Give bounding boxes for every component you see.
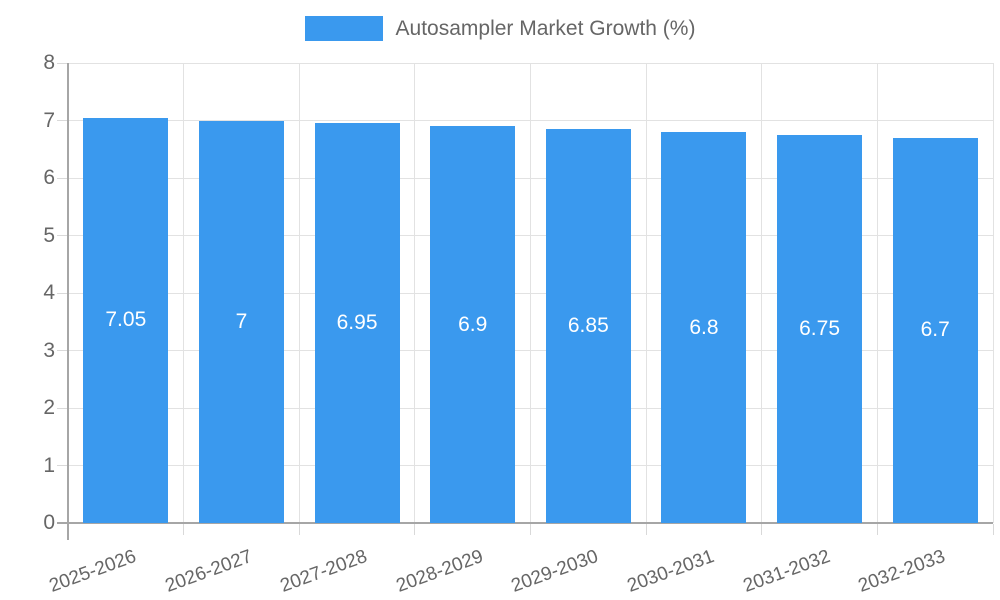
y-axis-label: 5: [43, 223, 55, 247]
v-gridline: [645, 63, 647, 523]
v-gridline: [992, 63, 994, 523]
x-tick-mark: [414, 524, 416, 535]
bar-value-label: 7: [235, 309, 248, 333]
x-axis-label: 2031-2032: [740, 546, 833, 597]
x-tick-mark: [298, 524, 300, 535]
x-axis-label: 2029-2030: [508, 546, 602, 597]
y-axis-label: 3: [43, 338, 55, 362]
y-tick-mark: [57, 407, 68, 409]
x-axis-label: 2028-2029: [393, 546, 486, 597]
bar[interactable]: [892, 137, 978, 523]
y-axis-label: 4: [43, 281, 55, 304]
x-tick-mark: [876, 524, 878, 535]
bar-value-label: 6.95: [336, 311, 378, 335]
v-gridline: [183, 63, 185, 523]
x-tick-mark: [530, 524, 531, 535]
x-tick-mark: [183, 524, 185, 535]
x-tick-mark: [992, 524, 994, 535]
y-axis-label: 1: [43, 453, 55, 477]
legend-label: Autosampler Market Growth (%): [395, 16, 696, 40]
y-axis-label: 2: [43, 396, 55, 419]
y-axis-label: 6: [43, 166, 55, 189]
y-tick-mark: [57, 292, 68, 294]
v-gridline: [298, 63, 300, 523]
y-tick-mark: [57, 350, 68, 351]
bar[interactable]: [545, 129, 631, 523]
x-tick-mark: [761, 524, 763, 535]
x-tick-mark: [645, 524, 647, 535]
y-axis-label: 7: [43, 108, 55, 132]
bar[interactable]: [314, 123, 400, 523]
bar-value-label: 6.7: [920, 318, 950, 342]
x-axis-label: 2026-2027: [162, 546, 255, 597]
v-gridline: [530, 63, 531, 523]
bar[interactable]: [430, 126, 516, 523]
y-tick-mark: [57, 235, 68, 236]
bar[interactable]: [777, 134, 863, 523]
bar[interactable]: [83, 117, 169, 523]
bar[interactable]: [198, 120, 284, 523]
x-axis-line: [57, 522, 993, 524]
y-tick-mark: [57, 177, 68, 179]
y-tick-mark: [57, 62, 68, 64]
y-tick-mark: [57, 120, 68, 121]
v-gridline: [761, 63, 763, 523]
x-axis-label: 2032-2033: [855, 546, 949, 597]
bar[interactable]: [661, 132, 747, 523]
y-tick-mark: [57, 465, 68, 466]
legend-swatch-icon: [304, 16, 383, 41]
legend-item[interactable]: Autosampler Market Growth (%): [304, 16, 696, 41]
x-axis-label: 2025-2026: [46, 546, 139, 597]
bar-value-label: 6.9: [458, 312, 488, 336]
bar-value-label: 7.05: [105, 308, 147, 332]
x-axis-label: 2030-2031: [624, 546, 718, 597]
bar-value-label: 6.75: [799, 316, 840, 340]
y-axis-label: 0: [43, 511, 55, 534]
y-axis-line: [67, 63, 69, 540]
x-axis-label: 2027-2028: [277, 546, 371, 597]
v-gridline: [876, 63, 878, 523]
bar-value-label: 6.8: [689, 315, 719, 339]
v-gridline: [414, 63, 416, 523]
bar-value-label: 6.85: [567, 314, 609, 338]
legend: Autosampler Market Growth (%): [0, 16, 1000, 41]
y-axis-label: 8: [43, 51, 55, 74]
